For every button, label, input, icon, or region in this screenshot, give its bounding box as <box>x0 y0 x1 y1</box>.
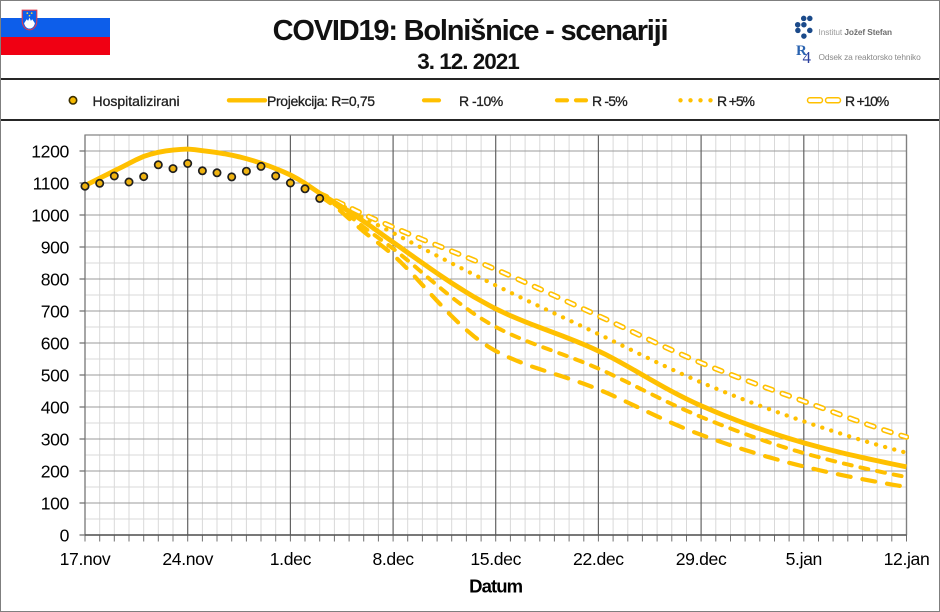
svg-text:500: 500 <box>41 366 70 386</box>
svg-text:8.dec: 8.dec <box>372 549 414 569</box>
svg-text:5.jan: 5.jan <box>786 549 822 569</box>
svg-text:1200: 1200 <box>31 142 69 162</box>
svg-text:24.nov: 24.nov <box>162 549 213 569</box>
svg-text:22.dec: 22.dec <box>573 549 624 569</box>
svg-text:1.dec: 1.dec <box>270 549 312 569</box>
svg-text:12.jan: 12.jan <box>884 549 930 569</box>
svg-text:900: 900 <box>41 238 70 258</box>
svg-text:200: 200 <box>41 462 70 482</box>
svg-text:29.dec: 29.dec <box>676 549 727 569</box>
svg-text:0: 0 <box>60 526 70 546</box>
svg-text:1100: 1100 <box>33 174 70 194</box>
svg-text:Datum: Datum <box>469 576 523 597</box>
svg-text:1000: 1000 <box>31 206 69 226</box>
svg-text:17.nov: 17.nov <box>60 549 111 569</box>
svg-text:15.dec: 15.dec <box>470 549 521 569</box>
svg-text:400: 400 <box>41 398 70 418</box>
svg-text:700: 700 <box>41 302 70 322</box>
svg-text:800: 800 <box>41 270 70 290</box>
svg-text:600: 600 <box>41 334 70 354</box>
svg-text:100: 100 <box>41 494 70 514</box>
svg-text:300: 300 <box>41 430 70 450</box>
